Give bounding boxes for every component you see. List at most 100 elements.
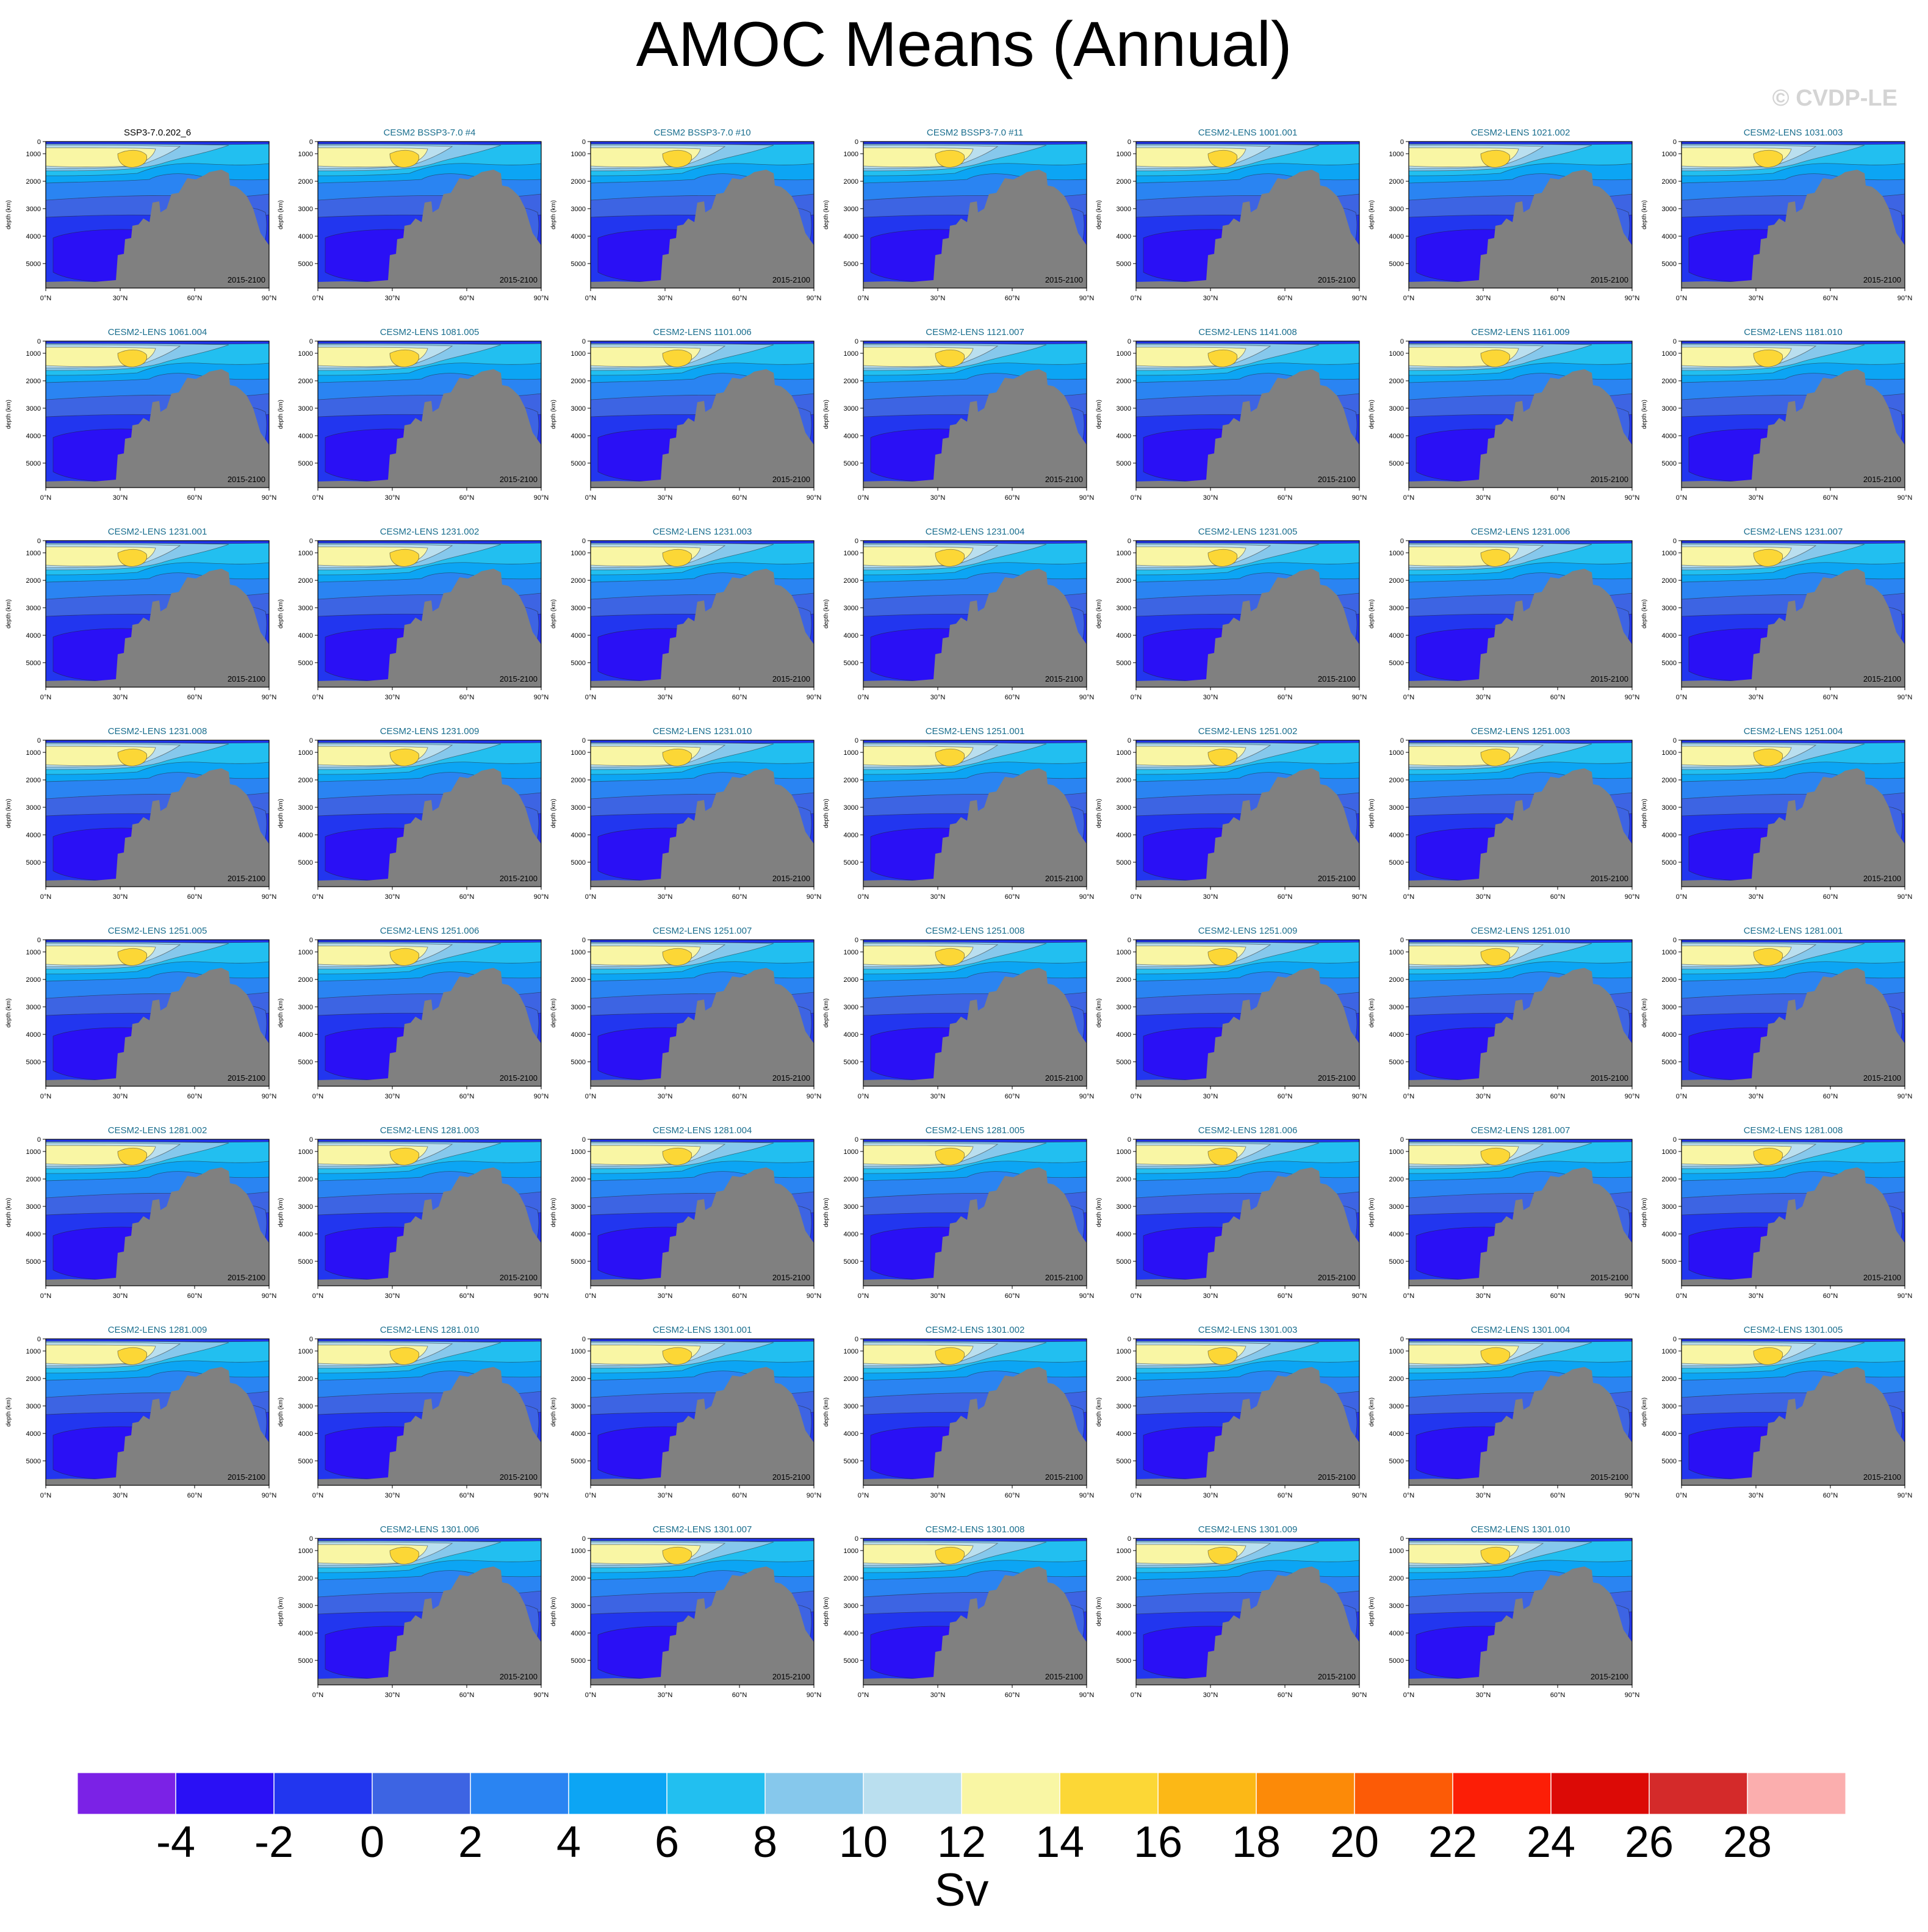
period-label: 2015-2100 <box>500 1672 538 1681</box>
panel-frame <box>863 1538 1087 1685</box>
amoc-panel: CESM2-LENS 1251.005 0 1000 2000 3000 4000 5000… <box>5 926 276 1100</box>
y-tick-label: 4000 <box>844 1231 858 1238</box>
x-tick-label: 30°N <box>930 494 946 502</box>
contour-band <box>1753 549 1783 567</box>
y-tick-label: 3000 <box>26 206 41 213</box>
y-tick-label: 0 <box>1673 538 1677 545</box>
contour-band <box>117 1147 148 1166</box>
y-tick-label: 4000 <box>571 233 586 240</box>
y-tick-label: 4000 <box>1662 433 1677 440</box>
y-tick-label: 2000 <box>1389 378 1404 385</box>
panel-frame <box>590 939 815 1087</box>
y-tick-label: 0 <box>855 338 858 345</box>
x-tick-label: 60°N <box>187 893 203 901</box>
y-tick-label: 4000 <box>1117 1630 1131 1637</box>
panel-frame <box>1408 341 1633 488</box>
y-axis-label: depth (km) <box>1096 400 1102 429</box>
x-tick-label: 0°N <box>1676 295 1688 302</box>
x-tick-label: 90°N <box>262 893 277 901</box>
y-tick-label: 2000 <box>298 577 313 585</box>
x-tick-label: 90°N <box>1352 494 1367 502</box>
period-label: 2015-2100 <box>500 475 538 484</box>
panel-title: CESM2-LENS 1231.004 <box>926 527 1025 537</box>
panel-title: CESM2-LENS 1231.007 <box>1744 527 1843 537</box>
y-tick-label: 5000 <box>298 660 313 667</box>
panel-frame <box>590 540 815 688</box>
y-tick-label: 4000 <box>1662 832 1677 839</box>
contour-field <box>318 1339 541 1485</box>
bathymetry-mask <box>46 1367 269 1485</box>
x-tick-label: 0°N <box>312 1093 324 1100</box>
bathymetry-mask <box>1136 968 1359 1086</box>
x-tick-label: 0°N <box>858 694 869 701</box>
y-axis-label: depth (km) <box>1641 400 1648 429</box>
x-tick-label: 0°N <box>858 1292 869 1300</box>
x-tick-label: 90°N <box>534 1093 549 1100</box>
y-axis-label: depth (km) <box>1369 1397 1375 1427</box>
x-tick-label: 60°N <box>732 1692 747 1699</box>
x-tick-label: 90°N <box>262 295 277 302</box>
x-tick-label: 90°N <box>807 1692 822 1699</box>
panel-title: CESM2-LENS 1281.007 <box>1471 1125 1570 1136</box>
x-tick-label: 30°N <box>1476 1492 1491 1499</box>
bathymetry-mask <box>591 569 814 687</box>
period-label: 2015-2100 <box>1863 1273 1901 1282</box>
colorbar-tick-label: 26 <box>1625 1818 1674 1867</box>
y-tick-label: 1000 <box>1662 949 1677 956</box>
x-tick-label: 60°N <box>459 1292 475 1300</box>
panel-frame <box>317 1538 542 1685</box>
period-label: 2015-2100 <box>772 475 810 484</box>
period-label: 2015-2100 <box>228 1472 265 1482</box>
contour-band <box>662 1147 692 1166</box>
contour-field <box>1682 1339 1905 1485</box>
y-tick-label: 1000 <box>1389 1148 1404 1156</box>
contour-field <box>46 1139 269 1286</box>
y-axis-label: depth (km) <box>823 1597 830 1626</box>
x-tick-label: 90°N <box>1352 893 1367 901</box>
panel-frame <box>1408 540 1633 688</box>
panel-title: CESM2-LENS 1301.001 <box>653 1325 752 1335</box>
y-tick-label: 4000 <box>298 632 313 640</box>
y-axis-label: depth (km) <box>550 1397 557 1427</box>
panel-title: CESM2-LENS 1161.009 <box>1471 327 1569 337</box>
panel-frame <box>590 740 815 887</box>
panel-title: CESM2-LENS 1301.006 <box>380 1524 480 1535</box>
x-tick-label: 90°N <box>1352 1492 1367 1499</box>
panel-title: CESM2-LENS 1231.005 <box>1198 527 1298 537</box>
y-tick-label: 2000 <box>298 1375 313 1383</box>
y-tick-label: 5000 <box>298 261 313 268</box>
x-tick-label: 30°N <box>113 295 128 302</box>
y-tick-label: 0 <box>37 1336 41 1343</box>
panel-frame <box>317 341 542 488</box>
period-label: 2015-2100 <box>500 674 538 683</box>
y-tick-label: 0 <box>582 1535 586 1543</box>
y-tick-label: 5000 <box>844 859 858 867</box>
colorbar-tick-label: -4 <box>156 1818 195 1867</box>
y-tick-label: 1000 <box>571 151 586 158</box>
y-tick-label: 3000 <box>26 1403 41 1410</box>
y-tick-label: 1000 <box>571 1148 586 1156</box>
panel-title: CESM2-LENS 1281.005 <box>926 1125 1025 1136</box>
period-label: 2015-2100 <box>772 674 810 683</box>
amoc-panel: CESM2-LENS 1281.004 0 1000 2000 3000 4000 5000… <box>550 1125 821 1300</box>
y-axis-label: depth (km) <box>550 400 557 429</box>
colorbar-segment <box>1453 1773 1552 1814</box>
y-tick-label: 1000 <box>844 350 858 358</box>
y-tick-label: 0 <box>1400 538 1404 545</box>
y-tick-label: 1000 <box>844 1348 858 1355</box>
y-tick-label: 1000 <box>844 151 858 158</box>
contour-band <box>935 1147 965 1166</box>
x-tick-label: 0°N <box>858 494 869 502</box>
x-tick-label: 0°N <box>40 893 52 901</box>
amoc-panel: CESM2-LENS 1231.006 0 1000 2000 3000 4000 5000… <box>1369 527 1639 701</box>
amoc-panel: CESM2 BSSP3-7.0 #4 0 1000 2000 3000 4000 5000 d… <box>278 128 549 302</box>
y-tick-label: 0 <box>309 538 313 545</box>
x-tick-label: 30°N <box>113 1292 128 1300</box>
panel-title: CESM2-LENS 1281.010 <box>380 1325 480 1335</box>
amoc-panel: CESM2-LENS 1001.001 0 1000 2000 3000 4000 5000… <box>1096 128 1367 302</box>
period-label: 2015-2100 <box>1318 1472 1356 1482</box>
contour-band <box>662 549 692 567</box>
contour-field <box>318 541 541 687</box>
panel-frame <box>1681 1139 1905 1286</box>
y-axis-label: depth (km) <box>1369 1597 1375 1626</box>
